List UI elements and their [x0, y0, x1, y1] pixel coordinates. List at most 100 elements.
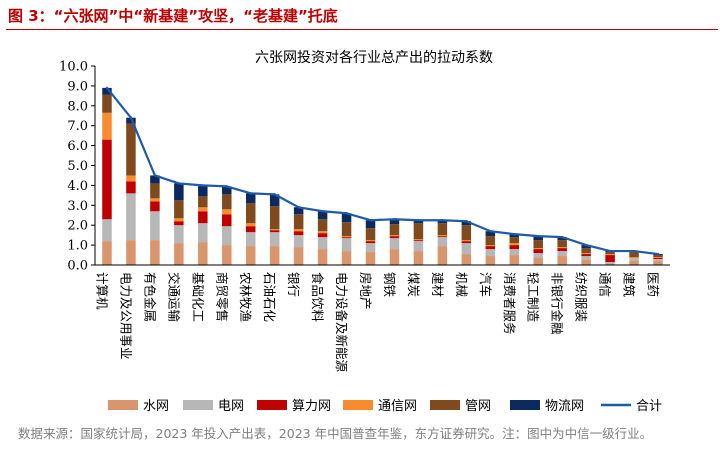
legend-label: 物流网 [545, 399, 584, 414]
bar-segment [198, 185, 208, 197]
x-tick-label: 电力及公用事业 [118, 272, 133, 360]
x-tick-label: 建筑 [622, 272, 637, 298]
bar-segment [557, 237, 567, 241]
bar-segment [365, 241, 376, 244]
bar-segment [485, 236, 496, 246]
bar-segment [485, 245, 496, 247]
bar-segment [653, 258, 663, 260]
bar-segment [102, 112, 112, 140]
x-tick-label: 房地产 [358, 272, 373, 310]
chart-title: 六张网投资对各行业总产出的拉动系数 [255, 50, 493, 66]
x-tick-label: 机械 [454, 272, 469, 298]
bar-segment [126, 123, 136, 176]
bar-segment [317, 211, 328, 220]
bar-segment [581, 254, 591, 257]
bar-segment [605, 254, 615, 256]
bar-segment [174, 221, 184, 226]
bar-segment [389, 238, 400, 250]
bar-segment [581, 260, 591, 265]
source-note: 数据来源：国家统计局，2023 年投入产出表，2023 年中国普查年鉴，东方证券… [18, 426, 653, 441]
total-point [105, 86, 109, 90]
bar-segment [341, 222, 352, 237]
x-tick-label: 汽车 [478, 272, 493, 297]
bar-segment [461, 241, 472, 244]
bar-segment [222, 186, 232, 195]
y-tick-label: 8.0 [67, 99, 88, 114]
x-tick-label: 建材 [430, 272, 445, 297]
bar-segment [581, 248, 591, 254]
bar-segment [126, 175, 136, 182]
bar-segment [485, 231, 496, 237]
bar-segment [150, 201, 160, 212]
legend-label: 管网 [465, 399, 491, 414]
bar-segment [461, 254, 472, 265]
bar-segment [605, 255, 615, 263]
bar-segment [605, 252, 615, 255]
total-point [297, 206, 300, 209]
total-point [369, 219, 372, 222]
bar-segment [461, 225, 472, 241]
bar-segment [198, 207, 208, 212]
bar-segment [269, 229, 280, 231]
bar-segment [533, 258, 543, 265]
bar-segment [389, 224, 400, 236]
bar-segment [653, 257, 663, 259]
bar-segment [126, 193, 136, 241]
total-point [201, 184, 205, 187]
bar-segment [317, 219, 328, 232]
bar-segment [102, 241, 112, 265]
bar-segment [245, 232, 256, 247]
x-tick-label: 非银行金融 [550, 272, 565, 335]
bar-segment [581, 253, 591, 255]
bar-segment [174, 200, 184, 219]
x-tick-label: 基础化工 [190, 272, 205, 322]
x-tick-label: 医药 [646, 272, 661, 297]
total-point [129, 116, 133, 119]
bar-segment [365, 243, 376, 253]
bar-segment [317, 237, 328, 250]
bar-segment [102, 139, 112, 220]
legend-swatch [257, 400, 287, 410]
bar-segment [413, 241, 424, 252]
total-point [537, 234, 540, 238]
bar-segment [269, 246, 280, 265]
total-point [513, 232, 516, 236]
x-tick-label: 石油石化 [262, 272, 277, 323]
bar-segment [533, 240, 543, 249]
y-tick-label: 10.0 [59, 60, 88, 75]
bar-segment [245, 193, 256, 204]
bar-segment [293, 214, 304, 230]
legend-swatch [343, 400, 373, 410]
y-tick-label: 6.0 [67, 139, 88, 154]
x-tick-label: 银行 [286, 272, 301, 297]
x-tick-label: 食品饮料 [310, 272, 325, 323]
bar-segment [150, 240, 160, 265]
y-tick-label: 4.0 [67, 179, 88, 194]
bar-segment [341, 213, 352, 223]
bar-segment [198, 223, 208, 243]
bar-segment [150, 211, 160, 241]
bar-segment [389, 219, 400, 225]
total-point [177, 182, 181, 185]
bar-segment [269, 232, 280, 247]
bar-segment [485, 256, 496, 265]
bar-segment [485, 249, 496, 257]
legend-label: 算力网 [292, 399, 331, 414]
bar-segment [437, 236, 448, 238]
legend-swatch [108, 400, 138, 410]
bar-segment [293, 207, 304, 215]
bar-segment [365, 252, 376, 265]
bar-segment [557, 248, 567, 252]
bar-segment [126, 240, 136, 265]
bar-segment [126, 117, 136, 124]
total-point [249, 192, 252, 195]
y-tick-label: 3.0 [67, 199, 88, 214]
legend-swatch [510, 400, 540, 410]
bar-segment [293, 231, 304, 236]
legend-swatch [430, 400, 460, 410]
total-point [608, 249, 612, 253]
bar-segment [174, 243, 184, 265]
bar-segment [557, 247, 567, 249]
x-tick-label: 计算机 [94, 272, 109, 310]
bar-segment [293, 229, 304, 232]
